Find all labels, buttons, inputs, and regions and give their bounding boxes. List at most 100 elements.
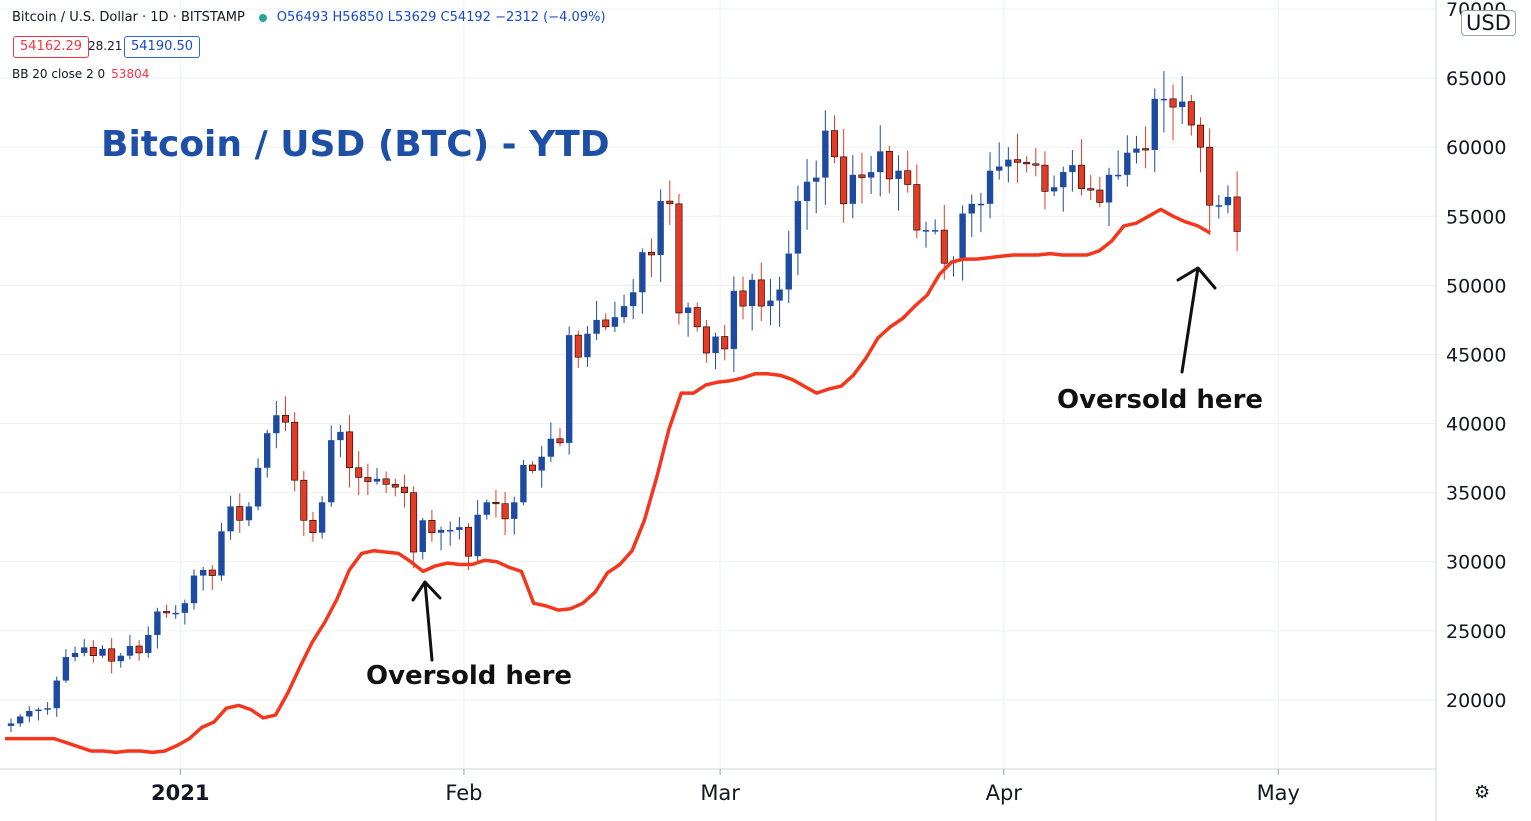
candle [1197, 117, 1205, 173]
candle [245, 502, 253, 527]
candle [71, 646, 79, 662]
symbol-title[interactable]: Bitcoin / U.S. Dollar · 1D · BITSTAMP [12, 10, 245, 25]
candle [35, 707, 42, 721]
candle [154, 607, 161, 649]
candle-body [163, 611, 171, 614]
sell-price-button[interactable]: 54162.29 [13, 36, 90, 58]
candle-body [702, 326, 710, 354]
candle [81, 639, 88, 657]
candle-body [1187, 101, 1195, 126]
candle-body [1169, 98, 1177, 108]
oversold-annotation-2: Oversold here [1057, 266, 1263, 415]
bollinger-lower-band [5, 207, 1211, 755]
candle-body [428, 519, 436, 534]
candle [346, 415, 354, 488]
candle [977, 192, 985, 233]
ohlc-values: O56493 H56850 L53629 C54192 −2312 (−4.09… [276, 10, 606, 25]
candle [300, 471, 308, 536]
candle [1187, 94, 1195, 136]
candle-body [739, 290, 747, 307]
candle [447, 521, 454, 546]
candle-body [447, 529, 454, 532]
candle-body [99, 648, 106, 656]
candle [318, 496, 326, 539]
candle [7, 718, 15, 733]
candle [391, 478, 399, 497]
candle [99, 645, 106, 658]
candle [236, 493, 244, 533]
candle-body [483, 502, 490, 515]
candle [584, 326, 591, 367]
y-tick-label: 25000 [1446, 621, 1506, 643]
candle [904, 150, 912, 193]
candle-body [492, 502, 500, 505]
candle-body [1160, 98, 1168, 101]
annotation-label: Oversold here [1057, 385, 1263, 415]
candle-body [1096, 189, 1104, 203]
candle-body [1179, 101, 1186, 108]
candle-body [968, 203, 975, 214]
candle [767, 278, 774, 326]
candle [492, 489, 500, 518]
candle-body [996, 166, 1003, 171]
candle-body [419, 520, 426, 553]
candle [373, 468, 381, 485]
candle-body [922, 230, 930, 232]
candle-body [565, 335, 573, 443]
candle [730, 276, 738, 372]
market-status-dot-icon [258, 13, 267, 22]
y-tick-label: 45000 [1446, 344, 1506, 366]
indicator-legend[interactable]: BB 20 close 2 0 53804 [12, 67, 149, 81]
candle [117, 652, 124, 668]
candle [1087, 175, 1095, 201]
y-tick-label: 20000 [1446, 690, 1506, 712]
indicator-value: 53804 [111, 67, 150, 81]
candle-body [108, 648, 116, 662]
candle [877, 125, 884, 197]
candle [538, 445, 545, 488]
candle-body [464, 526, 472, 557]
candle-body [190, 575, 198, 604]
candle [858, 152, 866, 204]
candle-body [236, 506, 244, 521]
candle [1151, 88, 1158, 173]
candle [840, 128, 848, 223]
candle [172, 605, 179, 619]
gear-icon[interactable]: ⚙ [1474, 782, 1491, 803]
candle [547, 422, 555, 462]
candle [1133, 135, 1140, 164]
candle-body [813, 177, 820, 182]
candle [1124, 135, 1131, 187]
candle-body [227, 506, 234, 532]
x-tick-label: Mar [700, 781, 740, 805]
candle [675, 193, 683, 325]
candle-body [1013, 159, 1021, 163]
time-axis[interactable]: 2021 Feb Mar Apr May [151, 769, 1300, 805]
candle-body [895, 170, 902, 179]
candle-body [7, 723, 15, 726]
candle [382, 471, 390, 493]
candle-body [346, 431, 354, 469]
candle [1169, 84, 1177, 141]
candle-body [858, 174, 866, 178]
currency-button[interactable]: USD [1461, 10, 1516, 36]
candle-body [318, 502, 326, 533]
price-axis[interactable]: 20000 25000 30000 35000 40000 45000 50000 55000… [1446, 0, 1506, 712]
candle [895, 155, 902, 211]
candle-body [154, 611, 161, 635]
candle-body [931, 230, 939, 232]
candle [647, 238, 655, 278]
candle-body [1060, 172, 1067, 188]
candle-body [254, 467, 262, 507]
candle-body [639, 252, 646, 293]
candle-body [757, 279, 765, 307]
candle [529, 461, 537, 474]
candle [328, 425, 335, 507]
candle [574, 330, 582, 369]
x-tick-label: 2021 [151, 781, 209, 805]
candle-body [666, 200, 674, 205]
candle [968, 194, 975, 238]
candle [190, 569, 198, 610]
buy-price-button[interactable]: 54190.50 [124, 36, 201, 58]
